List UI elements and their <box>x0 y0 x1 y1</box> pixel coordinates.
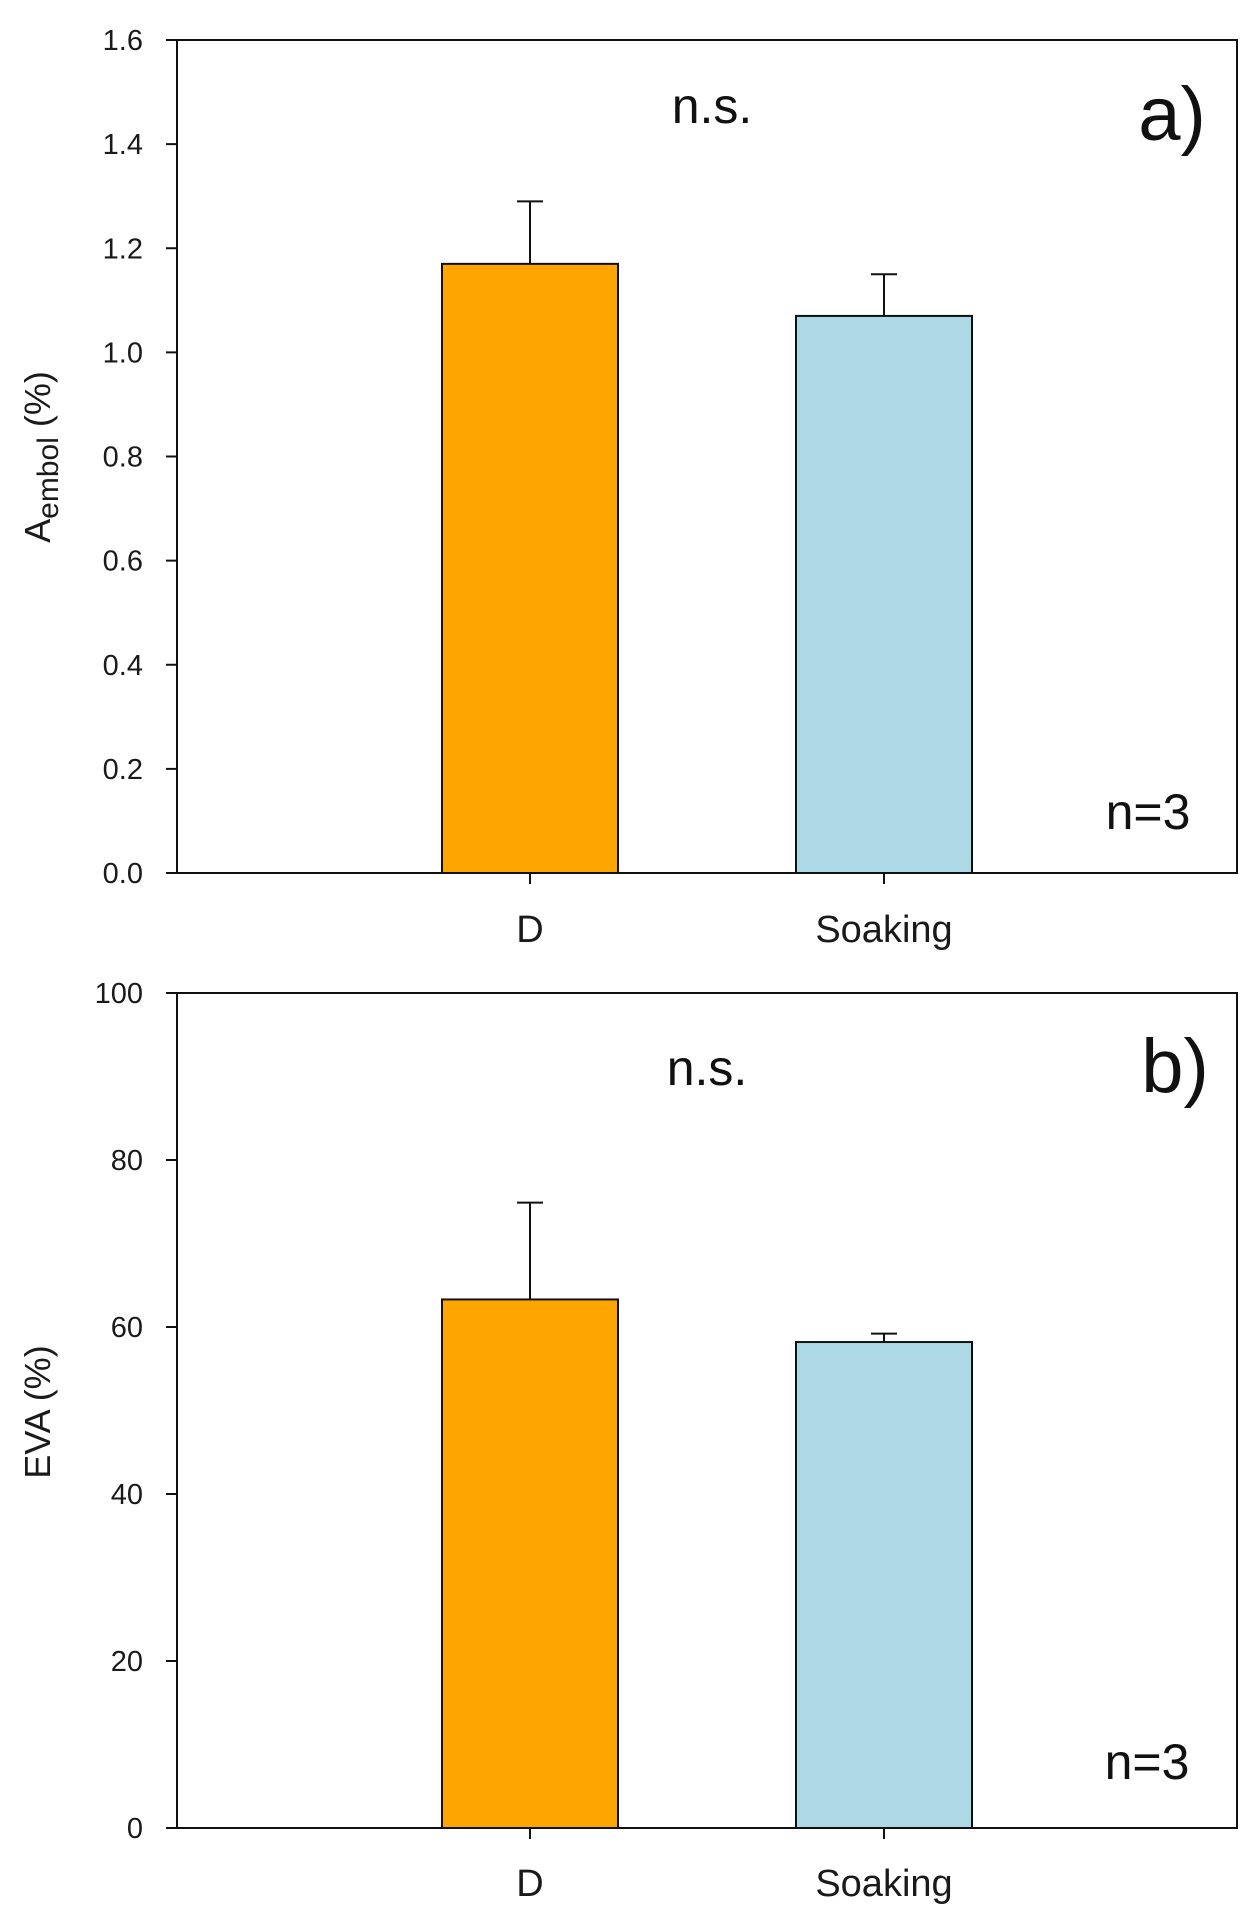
panel-b-sample-size: n=3 <box>1105 1734 1190 1790</box>
panel-b-ytick-label: 40 <box>111 1479 143 1511</box>
panel-b-ytick-label: 80 <box>111 1145 143 1177</box>
panel-b-plot-frame <box>176 992 1238 1829</box>
panel-b-bar-soaking <box>795 1341 973 1830</box>
panel-a-significance: n.s. <box>672 78 753 134</box>
panel-a-ylabel-main: A <box>17 519 58 543</box>
panel-b-x-axis: D Soaking <box>516 1828 953 1905</box>
panel-a-ytick-label: 0.0 <box>103 858 143 890</box>
panel-a: 0.0 0.2 0.4 0.6 0.8 1.0 1.2 1.4 1.6 D Soaking Aem… <box>17 25 1238 951</box>
panel-a-bar-d <box>441 262 619 874</box>
panel-a-y-axis: 0.0 0.2 0.4 0.6 0.8 1.0 1.2 1.4 1.6 <box>103 25 177 890</box>
panel-a-ytick-label: 1.6 <box>103 25 143 57</box>
panel-a-ytick-label: 0.2 <box>103 754 143 786</box>
panel-a-bar-soaking <box>795 314 973 874</box>
panel-a-ylabel-unit: (%) <box>17 371 58 437</box>
panel-b-ytick-label: 20 <box>111 1646 143 1678</box>
panel-a-ylabel-sub: embol <box>32 437 65 519</box>
panel-b-label: b) <box>1141 1024 1209 1109</box>
panel-a-ytick-label: 1.0 <box>103 337 143 369</box>
panel-b-ytick-label: 100 <box>95 978 143 1010</box>
panel-a-ytick-label: 1.2 <box>103 233 143 265</box>
panel-b: 0 20 40 60 80 100 D Soaking EVA (%) n.s. b) n=… <box>17 978 1238 1905</box>
panel-a-x-axis: D Soaking <box>516 873 953 951</box>
panel-a-bars <box>441 200 973 874</box>
panel-a-label: a) <box>1138 72 1206 157</box>
panel-a-category-label: D <box>516 909 543 951</box>
panel-a-ytick-label: 1.4 <box>103 129 143 161</box>
panel-b-ytick-label: 0 <box>127 1813 143 1845</box>
panel-a-plot-frame <box>176 39 1238 874</box>
panel-a-ylabel: Aembol (%) <box>17 371 65 543</box>
panel-b-y-axis: 0 20 40 60 80 100 <box>95 978 177 1845</box>
panel-a-category-label: Soaking <box>815 909 952 951</box>
panel-b-ytick-label: 60 <box>111 1312 143 1344</box>
panel-a-ytick-label: 0.4 <box>103 650 143 682</box>
panel-a-sample-size: n=3 <box>1106 784 1191 840</box>
panel-b-category-label: Soaking <box>815 1863 952 1905</box>
panel-b-ylabel: EVA (%) <box>17 1345 58 1478</box>
panel-b-bars <box>441 1201 973 1830</box>
panel-a-ytick-label: 0.8 <box>103 442 143 474</box>
panel-b-bar-d <box>441 1298 619 1829</box>
panel-b-significance: n.s. <box>667 1040 748 1096</box>
panel-b-category-label: D <box>516 1863 543 1905</box>
panel-a-ytick-label: 0.6 <box>103 546 143 578</box>
